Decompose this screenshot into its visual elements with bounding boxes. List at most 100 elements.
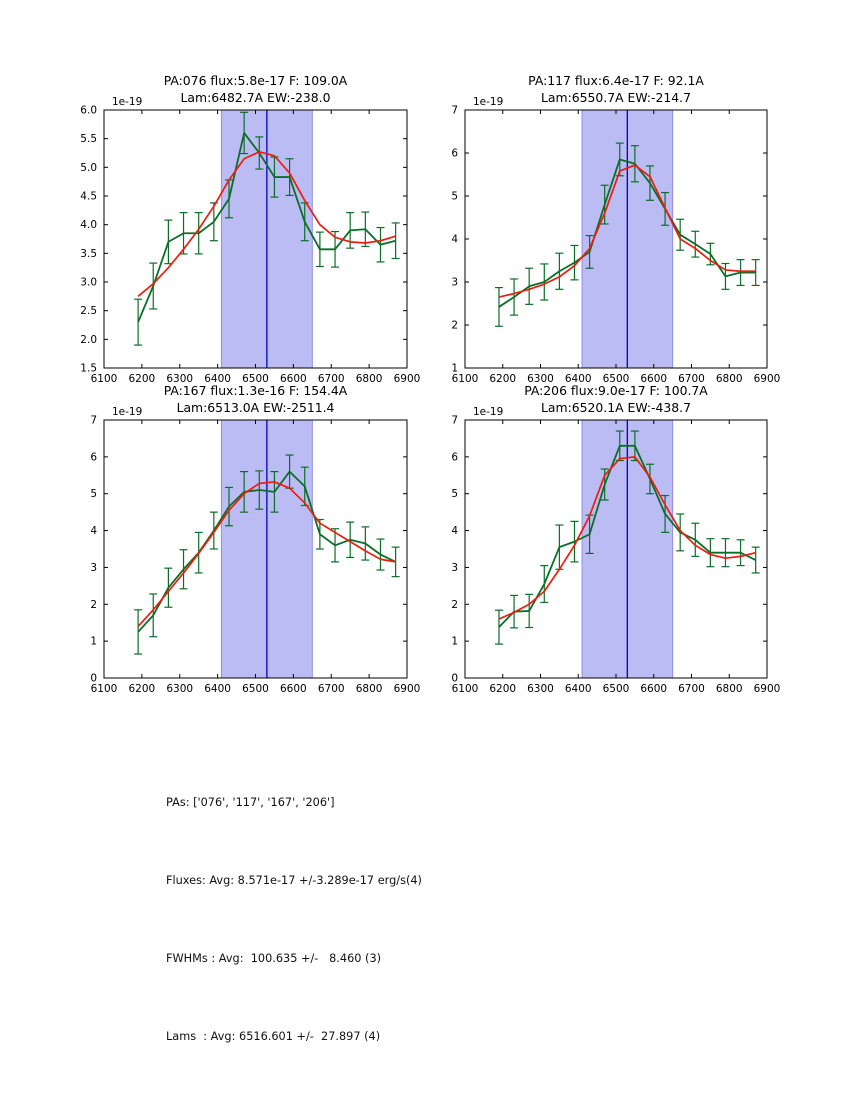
y-tick-label: 3 bbox=[451, 277, 458, 289]
x-tick-label: 6400 bbox=[565, 683, 592, 695]
data-series-line bbox=[137, 132, 396, 323]
y-tick-label: 6 bbox=[451, 148, 458, 160]
y-tick-label: 6 bbox=[90, 451, 97, 463]
fit-summary-text: PAs: ['076', '117', '167', '206'] Fluxes… bbox=[166, 738, 422, 1100]
x-tick-label: 6800 bbox=[356, 683, 383, 695]
data-series-line bbox=[498, 444, 757, 628]
y-tick-label: 3 bbox=[90, 562, 97, 574]
subplot-title-line1: PA:117 flux:6.4e-17 F: 92.1A bbox=[528, 73, 704, 88]
fit-curve-line bbox=[137, 151, 396, 297]
subplot-title-line1: PA:076 flux:5.8e-17 F: 109.0A bbox=[164, 73, 348, 88]
summary-line-lams: Lams : Avg: 6516.601 +/- 27.897 (4) bbox=[166, 1030, 381, 1043]
y-tick-label: 3.0 bbox=[80, 277, 97, 289]
y-tick-label: 4 bbox=[90, 525, 97, 537]
summary-line-fluxes: Fluxes: Avg: 8.571e-17 +/-3.289e-17 erg/… bbox=[166, 874, 422, 887]
y-tick-label: 5.0 bbox=[80, 162, 97, 174]
y-tick-label: 5 bbox=[90, 488, 97, 500]
y-tick-label: 1.5 bbox=[80, 363, 97, 375]
data-series-line bbox=[137, 470, 397, 633]
x-tick-label: 6400 bbox=[204, 683, 231, 695]
y-tick-label: 0 bbox=[451, 673, 458, 685]
x-tick-label: 6600 bbox=[640, 683, 667, 695]
subplot-title-line2: Lam:6550.7A EW:-214.7 bbox=[541, 90, 691, 105]
x-tick-label: 6900 bbox=[394, 373, 421, 385]
y-tick-label: 7 bbox=[451, 105, 458, 117]
y-tick-label: 1 bbox=[90, 636, 97, 648]
x-tick-label: 6500 bbox=[603, 373, 630, 385]
data-series-line bbox=[498, 158, 756, 308]
subplot-pa-076: 6100 6200 6300 6400 6500 6600 6700 6800 6900 1.5 2… bbox=[80, 73, 420, 385]
x-tick-label: 6800 bbox=[356, 373, 383, 385]
x-tick-label: 6300 bbox=[527, 373, 554, 385]
x-tick-label: 6200 bbox=[489, 373, 516, 385]
x-tick-label: 6600 bbox=[640, 373, 667, 385]
y-tick-label: 7 bbox=[90, 415, 97, 427]
y-tick-label: 5.5 bbox=[80, 133, 97, 145]
y-tick-label: 6.0 bbox=[80, 105, 97, 117]
x-tick-label: 6200 bbox=[489, 683, 516, 695]
x-tick-label: 6100 bbox=[91, 373, 118, 385]
x-tick-label: 6100 bbox=[452, 683, 479, 695]
x-tick-label: 6300 bbox=[166, 373, 193, 385]
subplot-pa-206: 6100 6200 6300 6400 6500 6600 6700 6800 6900 0 1 2 3… bbox=[451, 383, 780, 695]
y-tick-label: 2 bbox=[90, 599, 97, 611]
y-tick-label: 5 bbox=[451, 488, 458, 500]
subplot-title-line2: Lam:6482.7A EW:-238.0 bbox=[181, 90, 331, 105]
y-tick-label: 5 bbox=[451, 191, 458, 203]
x-tick-label: 6800 bbox=[716, 373, 743, 385]
x-tick-label: 6100 bbox=[452, 373, 479, 385]
x-tick-label: 6300 bbox=[527, 683, 554, 695]
x-tick-label: 6900 bbox=[754, 373, 781, 385]
y-tick-label: 3.5 bbox=[80, 248, 97, 260]
fit-curve-line bbox=[498, 456, 756, 620]
x-tick-label: 6500 bbox=[603, 683, 630, 695]
y-tick-label: 1 bbox=[451, 363, 458, 375]
y-tick-label: 4 bbox=[451, 525, 458, 537]
x-tick-label: 6400 bbox=[565, 373, 592, 385]
x-tick-label: 6700 bbox=[318, 373, 345, 385]
subplot-pa-117: 6100 6200 6300 6400 6500 6600 6700 6800 6900 1 2 3 4… bbox=[451, 73, 780, 385]
x-tick-label: 6500 bbox=[242, 683, 269, 695]
x-tick-label: 6600 bbox=[280, 683, 307, 695]
y-tick-label: 3 bbox=[451, 562, 458, 574]
x-tick-label: 6100 bbox=[91, 683, 118, 695]
y-tick-label: 4.0 bbox=[80, 219, 97, 231]
y-tick-label: 2.5 bbox=[80, 305, 97, 317]
fit-curve-line bbox=[137, 481, 396, 627]
x-tick-label: 6700 bbox=[678, 373, 705, 385]
y-tick-label: 4.5 bbox=[80, 191, 97, 203]
x-tick-label: 6700 bbox=[318, 683, 345, 695]
x-tick-label: 6900 bbox=[754, 683, 781, 695]
y-tick-label: 2 bbox=[451, 599, 458, 611]
summary-line-fwhms: FWHMs : Avg: 100.635 +/- 8.460 (3) bbox=[166, 952, 382, 965]
fit-curve-line bbox=[498, 164, 756, 298]
y-axis-offset-label: 1e-19 bbox=[473, 406, 503, 418]
y-axis-offset-label: 1e-19 bbox=[112, 96, 142, 108]
x-tick-label: 6900 bbox=[394, 683, 421, 695]
subplot-title-line1: PA:167 flux:1.3e-16 F: 154.4A bbox=[164, 383, 348, 398]
y-tick-label: 2.0 bbox=[80, 334, 97, 346]
x-tick-label: 6600 bbox=[280, 373, 307, 385]
subplot-title-line2: Lam:6520.1A EW:-438.7 bbox=[541, 400, 691, 415]
y-tick-label: 2 bbox=[451, 320, 458, 332]
x-tick-label: 6200 bbox=[129, 373, 156, 385]
y-tick-label: 6 bbox=[451, 451, 458, 463]
x-tick-label: 6700 bbox=[678, 683, 705, 695]
subplot-pa-167: 6100 6200 6300 6400 6500 6600 6700 6800 6900 0 1 2 3… bbox=[90, 383, 420, 695]
x-tick-label: 6500 bbox=[242, 373, 269, 385]
subplot-title-line2: Lam:6513.0A EW:-2511.4 bbox=[177, 400, 335, 415]
y-tick-label: 4 bbox=[451, 234, 458, 246]
y-tick-label: 1 bbox=[451, 636, 458, 648]
x-tick-label: 6800 bbox=[716, 683, 743, 695]
subplot-title-line1: PA:206 flux:9.0e-17 F: 100.7A bbox=[524, 383, 708, 398]
y-axis-offset-label: 1e-19 bbox=[473, 96, 503, 108]
y-tick-label: 7 bbox=[451, 415, 458, 427]
x-tick-label: 6300 bbox=[166, 683, 193, 695]
summary-line-pas: PAs: ['076', '117', '167', '206'] bbox=[166, 796, 335, 809]
y-tick-label: 0 bbox=[90, 673, 97, 685]
y-axis-offset-label: 1e-19 bbox=[112, 406, 142, 418]
x-tick-label: 6400 bbox=[204, 373, 231, 385]
x-tick-label: 6200 bbox=[129, 683, 156, 695]
